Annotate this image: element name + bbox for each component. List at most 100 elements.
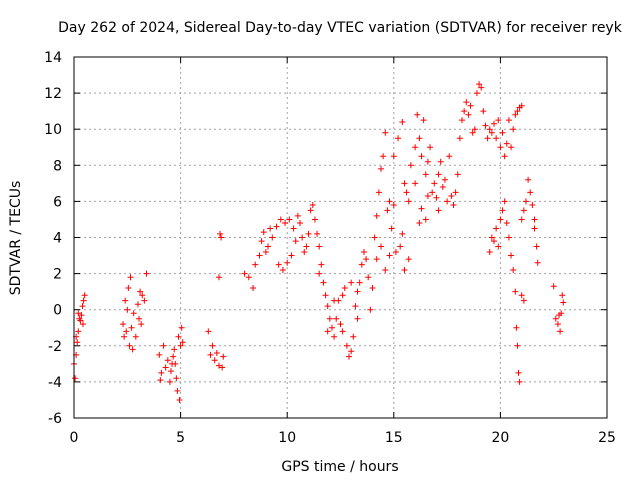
y-tick-label: 6 <box>53 194 62 210</box>
data-points <box>71 81 567 403</box>
data-point <box>316 270 323 277</box>
data-point <box>277 216 284 223</box>
data-point <box>307 207 314 214</box>
data-point <box>339 292 346 299</box>
data-point <box>476 81 483 88</box>
data-point <box>173 375 180 382</box>
data-point <box>350 333 357 340</box>
data-point <box>318 261 325 268</box>
data-point <box>288 252 295 259</box>
data-point <box>452 189 459 196</box>
data-point <box>320 279 327 286</box>
data-point <box>252 261 259 268</box>
data-point <box>499 129 506 136</box>
data-point <box>160 342 167 349</box>
data-point <box>78 312 85 319</box>
data-point <box>395 135 402 142</box>
data-point <box>501 198 508 205</box>
data-point <box>401 180 408 187</box>
data-point <box>245 274 252 281</box>
data-point <box>322 292 329 299</box>
data-point <box>386 252 393 259</box>
data-point <box>352 303 359 310</box>
data-point <box>384 207 391 214</box>
data-point <box>162 364 169 371</box>
data-point <box>179 339 186 346</box>
data-point <box>354 315 361 322</box>
data-point <box>158 369 165 376</box>
data-point <box>493 135 500 142</box>
data-point <box>157 377 164 384</box>
data-point <box>484 135 491 142</box>
data-point <box>422 216 429 223</box>
data-point <box>486 248 493 255</box>
data-point <box>279 266 286 273</box>
data-point <box>311 216 318 223</box>
data-point <box>495 117 502 124</box>
data-point <box>301 248 308 255</box>
data-point <box>296 220 303 227</box>
data-point <box>503 220 510 227</box>
data-point <box>399 230 406 237</box>
data-point <box>134 301 141 308</box>
data-point <box>130 310 137 317</box>
data-point <box>512 111 519 118</box>
data-point <box>531 216 538 223</box>
data-point <box>378 243 385 250</box>
data-point <box>520 207 527 214</box>
data-point <box>172 360 179 367</box>
chart-title: Day 262 of 2024, Sidereal Day-to-day VTE… <box>58 20 623 36</box>
data-point <box>275 261 282 268</box>
data-point <box>446 153 453 160</box>
data-point <box>360 248 367 255</box>
data-point <box>386 198 393 205</box>
data-point <box>356 279 363 286</box>
data-point <box>209 342 216 349</box>
data-point <box>499 207 506 214</box>
data-point <box>418 205 425 212</box>
data-point <box>373 256 380 263</box>
data-point <box>122 297 129 304</box>
data-point <box>534 259 541 266</box>
data-point <box>326 315 333 322</box>
data-point <box>412 180 419 187</box>
grid <box>74 57 607 418</box>
data-point <box>388 225 395 232</box>
data-point <box>431 180 438 187</box>
data-point <box>429 189 436 196</box>
data-point <box>218 234 225 241</box>
data-point <box>284 259 291 266</box>
data-point <box>324 328 331 335</box>
data-point <box>459 117 466 124</box>
data-point <box>363 256 370 263</box>
data-point <box>265 243 272 250</box>
data-point <box>405 198 412 205</box>
data-point <box>424 192 431 199</box>
data-point <box>441 176 448 183</box>
data-point <box>269 234 276 241</box>
data-point <box>514 108 521 115</box>
data-point <box>422 171 429 178</box>
data-point <box>174 387 181 394</box>
data-point <box>448 192 455 199</box>
data-point <box>175 333 182 340</box>
data-point <box>527 189 534 196</box>
data-point <box>290 225 297 232</box>
y-tick-labels: -6 -4 -2 0 2 4 6 8 10 12 14 <box>44 50 62 427</box>
data-point <box>369 285 376 292</box>
data-point <box>454 171 461 178</box>
y-tick-label: 8 <box>53 158 62 174</box>
data-point <box>178 324 185 331</box>
data-point <box>176 396 183 403</box>
data-point <box>207 351 214 358</box>
data-point <box>416 220 423 227</box>
data-point <box>491 238 498 245</box>
data-point <box>491 120 498 127</box>
data-point <box>164 357 171 364</box>
y-tick-label: -4 <box>48 375 62 391</box>
data-point <box>127 274 134 281</box>
data-point <box>219 364 226 371</box>
data-point <box>371 234 378 241</box>
x-tick-label: 5 <box>176 430 185 446</box>
